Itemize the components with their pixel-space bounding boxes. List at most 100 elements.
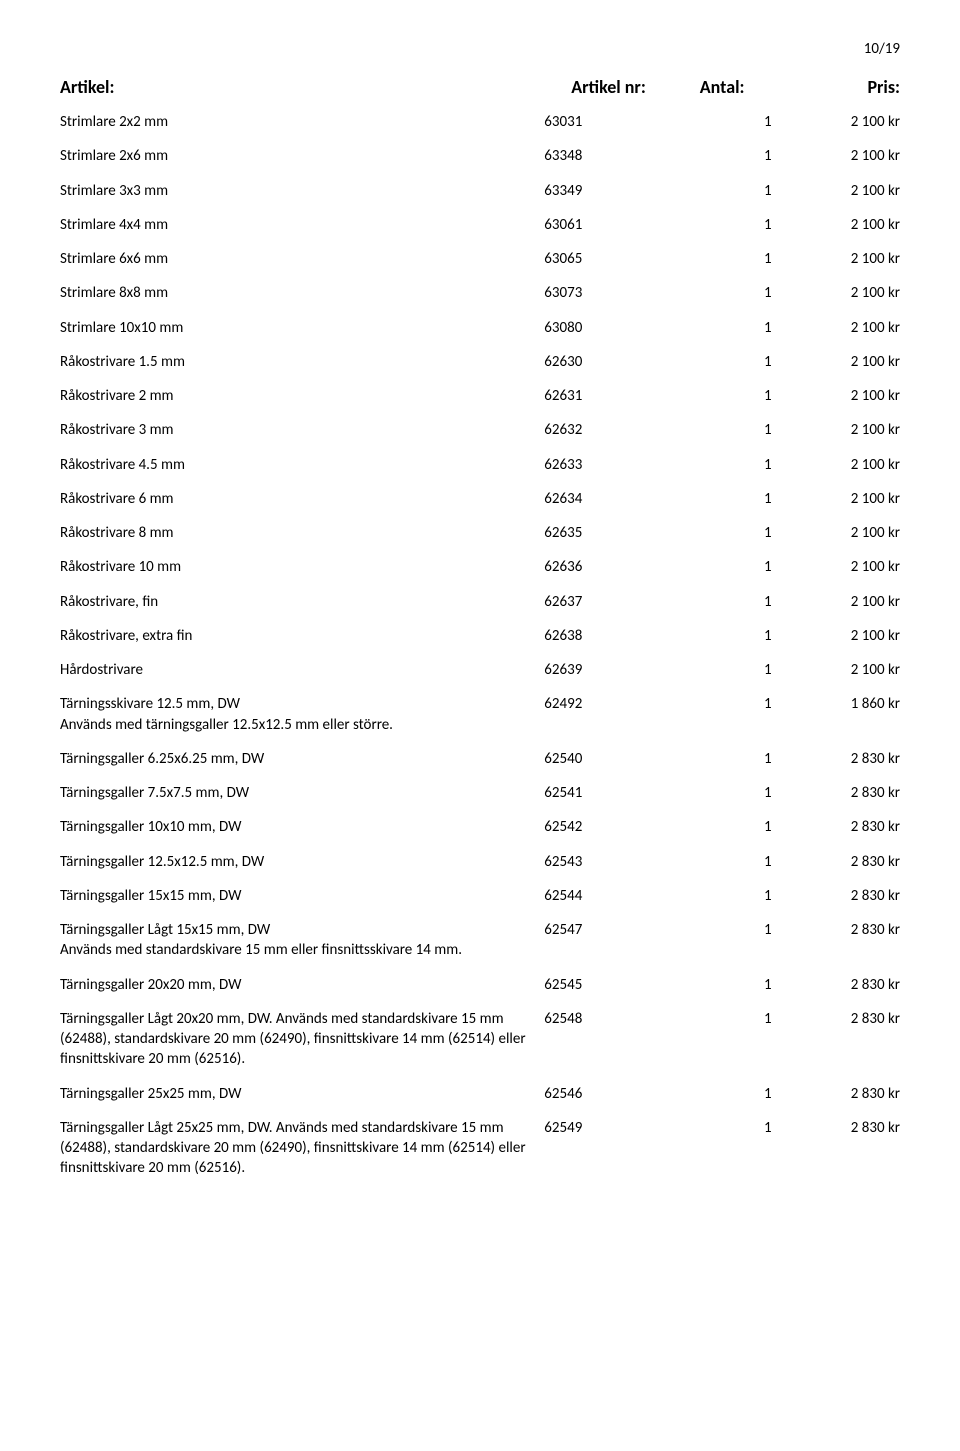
- cell-article: Tärningsgaller 10x10 mm, DW: [60, 817, 544, 837]
- cell-article: Tärningsgaller 6.25x6.25 mm, DW: [60, 749, 544, 769]
- table-row: Råkostrivare 4.5 mm6263312 100 kr: [60, 455, 900, 475]
- article-text: Tärningsgaller 12.5x12.5 mm, DW: [60, 853, 264, 871]
- article-text: Tärningsgaller Lågt 20x20 mm, DW. Använd…: [60, 1010, 526, 1069]
- cell-article: Råkostrivare 2 mm: [60, 386, 544, 406]
- cell-price: 2 830 kr: [772, 975, 900, 995]
- cell-price: 2 100 kr: [772, 626, 900, 646]
- article-text: Tärningsgaller 10x10 mm, DW: [60, 818, 242, 836]
- cell-qty: 1: [673, 1118, 772, 1179]
- table-row: Strimlare 4x4 mm 6306112 100 kr: [60, 215, 900, 235]
- cell-article: Strimlare 3x3 mm: [60, 181, 544, 201]
- cell-price: 2 100 kr: [772, 523, 900, 543]
- cell-price: 2 830 kr: [772, 852, 900, 872]
- table-row: Tärningsgaller 10x10 mm, DW6254212 830 k…: [60, 817, 900, 837]
- cell-price: 2 100 kr: [772, 283, 900, 303]
- cell-price: 2 100 kr: [772, 318, 900, 338]
- cell-price: 2 830 kr: [772, 886, 900, 906]
- article-text: Tärningsgaller Lågt 15x15 mm, DW: [60, 921, 270, 939]
- cell-article: Råkostrivare 4.5 mm: [60, 455, 544, 475]
- cell-article: Strimlare 2x6 mm: [60, 146, 544, 166]
- table-row: Råkostrivare 3 mm6263212 100 kr: [60, 420, 900, 440]
- article-text: Hårdostrivare: [60, 661, 143, 679]
- cell-qty: 1: [673, 852, 772, 872]
- cell-price: 1 860 kr: [772, 694, 900, 735]
- cell-qty: 1: [673, 455, 772, 475]
- cell-qty: 1: [673, 386, 772, 406]
- cell-price: 2 100 kr: [772, 420, 900, 440]
- cell-article: Strimlare 2x2 mm: [60, 112, 544, 132]
- article-text: Råkostrivare 2 mm: [60, 387, 174, 405]
- cell-article: Tärningsskivare 12.5 mm, DWAnvänds med t…: [60, 694, 544, 735]
- cell-qty: 1: [673, 783, 772, 803]
- article-text: Tärningsgaller 6.25x6.25 mm, DW: [60, 750, 264, 768]
- cell-article: Råkostrivare 1.5 mm: [60, 352, 544, 372]
- cell-article-nr: 62637: [544, 592, 672, 612]
- table-row: Tärningsskivare 12.5 mm, DWAnvänds med t…: [60, 694, 900, 735]
- cell-price: 2 100 kr: [772, 660, 900, 680]
- cell-article: Råkostrivare 8 mm: [60, 523, 544, 543]
- cell-article-nr: 63348: [544, 146, 672, 166]
- cell-article-nr: 62634: [544, 489, 672, 509]
- article-text: Råkostrivare 6 mm: [60, 490, 174, 508]
- cell-article: Tärningsgaller 15x15 mm, DW: [60, 886, 544, 906]
- article-text: Råkostrivare 4.5 mm: [60, 456, 185, 474]
- header-qty: Antal:: [673, 76, 772, 98]
- cell-article: Råkostrivare, fin: [60, 592, 544, 612]
- article-text: Strimlare 2x6 mm: [60, 147, 168, 165]
- cell-qty: 1: [673, 1009, 772, 1070]
- cell-qty: 1: [673, 817, 772, 837]
- cell-qty: 1: [673, 112, 772, 132]
- cell-article-nr: 63031: [544, 112, 672, 132]
- cell-price: 2 830 kr: [772, 1009, 900, 1070]
- cell-qty: 1: [673, 318, 772, 338]
- cell-qty: 1: [673, 592, 772, 612]
- article-text: Tärningsgaller 25x25 mm, DW: [60, 1085, 242, 1103]
- cell-price: 2 830 kr: [772, 1118, 900, 1179]
- article-text: Strimlare 3x3 mm: [60, 182, 168, 200]
- table-row: Strimlare 10x10 mm 6308012 100 kr: [60, 318, 900, 338]
- table-row: Hårdostrivare6263912 100 kr: [60, 660, 900, 680]
- cell-qty: 1: [673, 694, 772, 735]
- table-row: Tärningsgaller 15x15 mm, DW 6254412 830 k…: [60, 886, 900, 906]
- cell-article-nr: 62635: [544, 523, 672, 543]
- article-note: Används med standardskivare 15 mm eller …: [60, 940, 534, 960]
- cell-article-nr: 62638: [544, 626, 672, 646]
- article-text: Strimlare 2x2 mm: [60, 113, 168, 131]
- article-text: Råkostrivare, fin: [60, 593, 158, 611]
- cell-price: 2 100 kr: [772, 181, 900, 201]
- cell-qty: 1: [673, 886, 772, 906]
- page-number: 10/19: [60, 40, 900, 58]
- cell-article-nr: 62540: [544, 749, 672, 769]
- cell-price: 2 100 kr: [772, 352, 900, 372]
- article-text: Tärningsgaller 15x15 mm, DW: [60, 887, 242, 905]
- cell-qty: 1: [673, 420, 772, 440]
- table-row: Tärningsgaller Lågt 25x25 mm, DW. Använd…: [60, 1118, 900, 1179]
- cell-article-nr: 62630: [544, 352, 672, 372]
- cell-qty: 1: [673, 215, 772, 235]
- cell-qty: 1: [673, 975, 772, 995]
- cell-article-nr: 62545: [544, 975, 672, 995]
- cell-article-nr: 62639: [544, 660, 672, 680]
- cell-article-nr: 62546: [544, 1084, 672, 1104]
- article-text: Tärningsgaller 7.5x7.5 mm, DW: [60, 784, 249, 802]
- cell-price: 2 100 kr: [772, 386, 900, 406]
- cell-qty: 1: [673, 626, 772, 646]
- cell-article-nr: 62544: [544, 886, 672, 906]
- article-text: Strimlare 4x4 mm: [60, 216, 168, 234]
- cell-price: 2 830 kr: [772, 1084, 900, 1104]
- cell-price: 2 100 kr: [772, 489, 900, 509]
- cell-price: 2 100 kr: [772, 592, 900, 612]
- table-row: Tärningsgaller 7.5x7.5 mm, DW6254112 830…: [60, 783, 900, 803]
- table-row: Råkostrivare, extra fin6263812 100 kr: [60, 626, 900, 646]
- table-row: Tärningsgaller 12.5x12.5 mm, DW6254312 8…: [60, 852, 900, 872]
- article-text: Råkostrivare 3 mm: [60, 421, 174, 439]
- cell-article-nr: 63061: [544, 215, 672, 235]
- cell-price: 2 100 kr: [772, 215, 900, 235]
- cell-price: 2 100 kr: [772, 455, 900, 475]
- article-text: Strimlare 10x10 mm: [60, 319, 183, 337]
- cell-article-nr: 63080: [544, 318, 672, 338]
- cell-article: Tärningsgaller 12.5x12.5 mm, DW: [60, 852, 544, 872]
- cell-article-nr: 62542: [544, 817, 672, 837]
- cell-qty: 1: [673, 523, 772, 543]
- cell-qty: 1: [673, 146, 772, 166]
